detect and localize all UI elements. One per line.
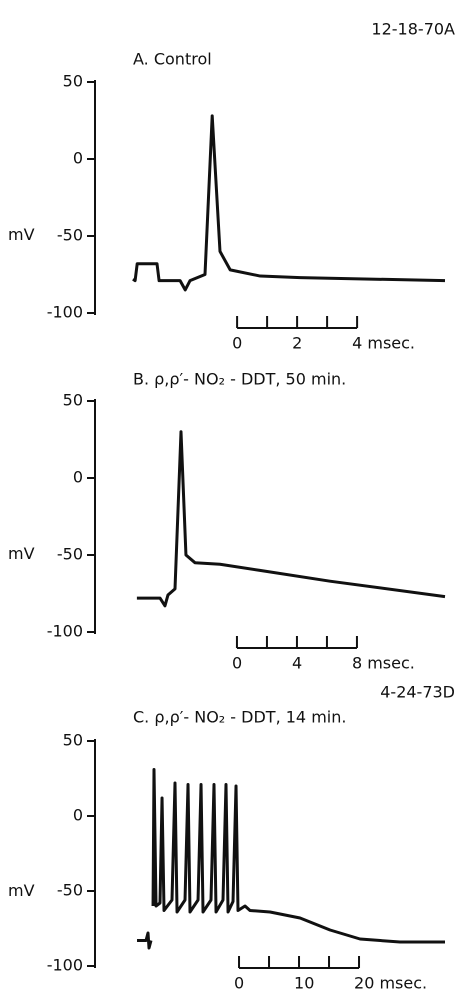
y-tick-label: -50 (57, 226, 83, 245)
date-label: 4-24-73D (380, 683, 455, 702)
y-tick-label: -100 (47, 622, 83, 641)
trace (136, 430, 446, 608)
trace (137, 768, 445, 950)
y-tick-label: 0 (73, 468, 83, 487)
y-tick-label: 0 (73, 149, 83, 168)
scale-tick-label: 10 (294, 974, 314, 993)
y-tick-label: 50 (63, 391, 83, 410)
panel-title: A. Control (133, 50, 212, 69)
scale-tick-label: 0 (232, 334, 242, 353)
date-label: 12-18-70A (371, 20, 455, 39)
y-tick-label: 0 (73, 806, 83, 825)
y-tick-label: -100 (47, 303, 83, 322)
scale-tick-label: 4 (292, 654, 302, 673)
scale-tick-label: 4 msec. (352, 334, 415, 353)
y-axis-label: mV (8, 544, 35, 563)
y-tick-label: 50 (63, 72, 83, 91)
y-tick-label: 50 (63, 731, 83, 750)
scale-tick-label: 0 (232, 654, 242, 673)
y-tick-label: -100 (47, 956, 83, 975)
panel-title: B. ρ,ρ′- NO₂ - DDT, 50 min. (133, 370, 346, 389)
y-tick-label: -50 (57, 881, 83, 900)
panel-title: C. ρ,ρ′- NO₂ - DDT, 14 min. (133, 708, 346, 727)
scale-tick-label: 2 (292, 334, 302, 353)
y-tick-label: -50 (57, 545, 83, 564)
y-axis-label: mV (8, 881, 35, 900)
trace (132, 114, 446, 292)
y-axis-label: mV (8, 225, 35, 244)
scale-tick-label: 0 (234, 974, 244, 993)
scale-tick-label: 20 msec. (354, 974, 427, 993)
scale-tick-label: 8 msec. (352, 654, 415, 673)
